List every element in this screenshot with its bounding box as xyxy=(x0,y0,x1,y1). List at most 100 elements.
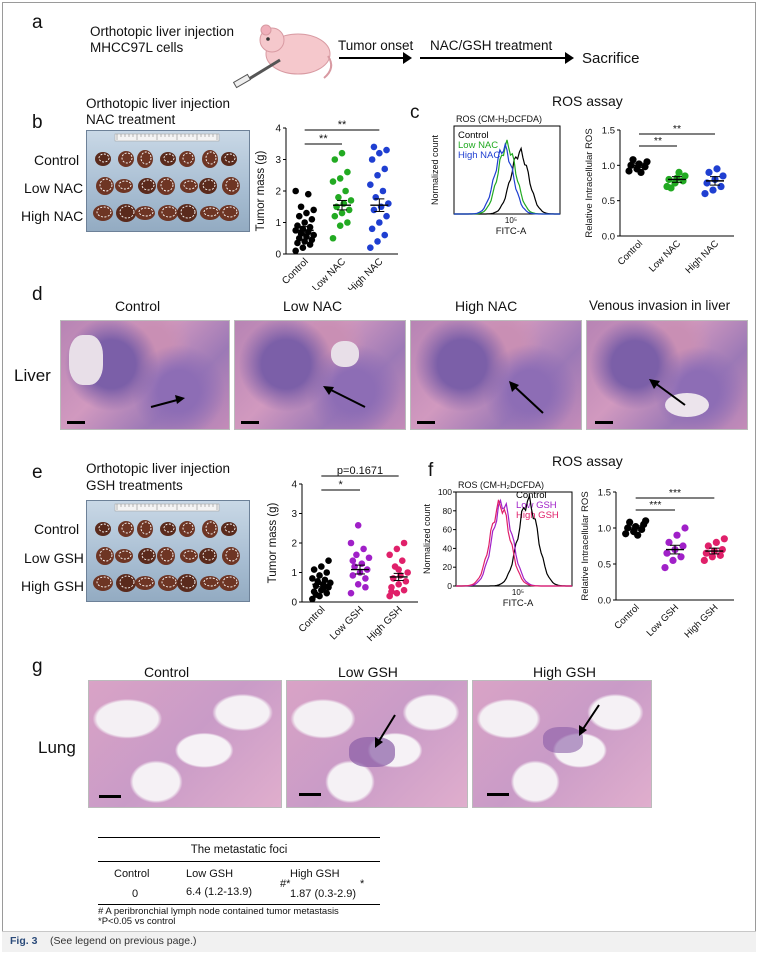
data-point xyxy=(374,238,381,245)
data-point xyxy=(367,181,374,188)
tumor-outline xyxy=(224,523,236,533)
tumor-outline xyxy=(99,178,113,192)
panel-b-row-control: Control xyxy=(34,152,80,168)
significance-label: ** xyxy=(338,119,347,131)
ros-gsh-chart: 0.0 0.5 1.0 1.5 Relative Intracellular ROS Co… xyxy=(580,487,734,640)
panel-d-header-high: High NAC xyxy=(455,298,518,314)
tumor-specimen xyxy=(177,204,197,222)
data-point xyxy=(309,575,316,582)
panel-e-row-control: Control xyxy=(34,521,80,537)
data-point xyxy=(295,212,303,220)
data-point xyxy=(323,589,331,597)
y-tick-label: 100 xyxy=(438,487,452,497)
data-point xyxy=(673,531,681,539)
data-point xyxy=(626,518,634,526)
y-tick-label: 0 xyxy=(275,250,281,261)
tumor-specimen xyxy=(160,152,176,166)
arrow-icon xyxy=(323,386,366,408)
panel-b-row-low: Low NAC xyxy=(24,180,84,196)
data-point xyxy=(367,244,374,251)
data-point xyxy=(381,231,389,239)
panel-g-header-low: Low GSH xyxy=(338,664,398,680)
data-point xyxy=(312,591,320,598)
data-point xyxy=(629,156,637,164)
y-tick-label: 2 xyxy=(291,539,297,550)
significance-label: ** xyxy=(673,123,681,135)
vessel-lumen xyxy=(331,341,359,367)
liver-histology-high-nac xyxy=(410,320,582,430)
significance-label: * xyxy=(339,479,344,491)
data-point xyxy=(333,203,340,211)
data-point xyxy=(712,538,720,546)
y-tick-label: 2 xyxy=(275,187,281,198)
panel-b-row-high: High NAC xyxy=(21,208,84,224)
tumor-specimen xyxy=(221,522,237,536)
y-tick-label: 60 xyxy=(443,525,453,535)
data-point xyxy=(665,538,673,546)
table-mark-high: * xyxy=(360,878,365,890)
y-tick-label: 0.5 xyxy=(598,560,611,571)
lung-histology-high-gsh xyxy=(472,680,652,808)
scale-bar xyxy=(299,793,321,796)
y-axis-label: Relative Intracellular ROS xyxy=(584,128,595,237)
x-axis-label: FITC-A xyxy=(496,226,527,237)
significance-label: p=0.1671 xyxy=(337,465,383,477)
panel-g-letter: g xyxy=(32,656,43,677)
data-point xyxy=(395,581,402,588)
tumor-specimen xyxy=(115,179,133,193)
tumor-focus xyxy=(349,737,395,767)
tumor-outline xyxy=(183,550,197,560)
y-axis-label: Normalized count xyxy=(430,134,440,205)
tumor-outline xyxy=(163,153,175,163)
tumor-focus xyxy=(543,727,583,753)
panel-e-title2: GSH treatments xyxy=(86,478,183,493)
tumor-outline xyxy=(118,180,132,190)
data-point xyxy=(318,563,325,570)
tumor-specimen xyxy=(158,205,178,221)
data-point xyxy=(336,175,344,182)
data-point xyxy=(700,556,708,564)
data-point xyxy=(309,595,316,603)
tumor-specimen xyxy=(177,574,197,592)
data-point xyxy=(393,589,401,597)
tumor-outline xyxy=(205,151,217,165)
data-point xyxy=(301,219,308,226)
tumor-outline xyxy=(203,577,219,587)
plot-frame xyxy=(453,125,561,215)
data-point xyxy=(383,212,390,220)
data-point xyxy=(377,203,385,211)
tumor-outline xyxy=(98,523,110,533)
data-point xyxy=(338,209,346,217)
tumor-photo-gsh xyxy=(86,500,250,602)
data-point xyxy=(368,156,376,163)
x-tick-label: Low GSH xyxy=(645,602,682,639)
data-point xyxy=(669,556,677,564)
data-point xyxy=(368,225,376,233)
y-tick-label: 4 xyxy=(291,480,297,491)
panel-b-title2: NAC treatment xyxy=(86,112,176,127)
panel-e-title1: Orthotopic liver injection xyxy=(86,461,231,476)
data-point xyxy=(303,209,310,217)
x-tick-label: Control xyxy=(612,602,641,631)
data-point xyxy=(323,569,331,576)
arrow-icon xyxy=(509,381,544,414)
x-tick-label: Low NAC xyxy=(310,256,348,290)
tumor-specimen xyxy=(180,179,198,193)
tumor-outline xyxy=(160,178,174,192)
data-point xyxy=(345,206,353,214)
y-tick-label: 20 xyxy=(443,562,453,572)
tumor-outline xyxy=(119,205,135,219)
tumor-outline xyxy=(225,178,239,192)
tumor-specimen xyxy=(115,549,133,563)
histogram-title: ROS (CM-H₂DCFDA) xyxy=(458,480,544,490)
data-point xyxy=(358,560,366,567)
data-point xyxy=(402,578,410,585)
tumor-specimen xyxy=(118,151,134,167)
liver-histology-low-nac xyxy=(234,320,406,430)
panel-d-header-venous: Venous invasion in liver xyxy=(589,298,731,313)
panel-e-row-low: Low GSH xyxy=(24,550,84,566)
significance-label: ** xyxy=(654,135,662,147)
data-point xyxy=(342,187,349,195)
x-tick-label: High NAC xyxy=(346,256,385,290)
